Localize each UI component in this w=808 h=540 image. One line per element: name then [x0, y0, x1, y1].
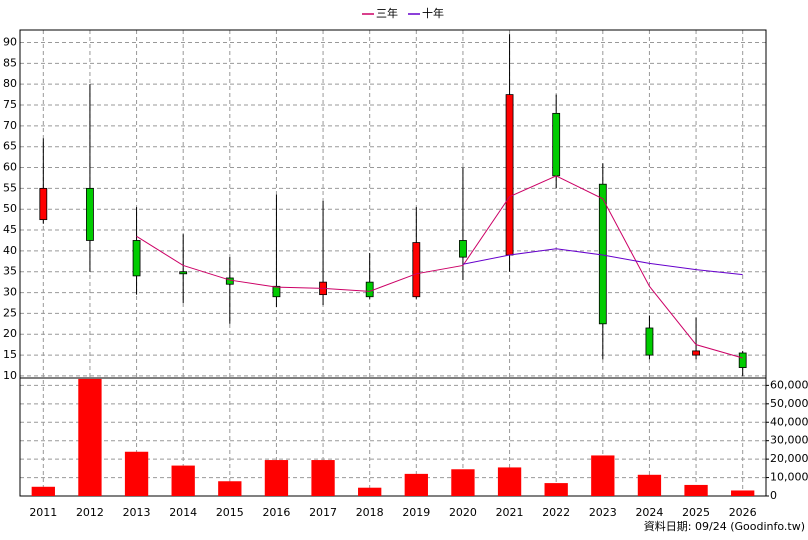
candle-body	[225, 277, 234, 285]
y2-tick-label: 0	[770, 489, 777, 502]
y-tick-label: 90	[3, 36, 17, 49]
x-tick-label: 2012	[76, 506, 104, 519]
y-tick-label: 50	[3, 202, 17, 215]
y2-tick-label: 20,000	[770, 452, 808, 465]
x-tick-label: 2015	[216, 506, 244, 519]
x-tick-label: 2023	[589, 506, 617, 519]
y-tick-label: 65	[3, 140, 17, 153]
volume-bar	[264, 460, 289, 496]
y-tick-label: 60	[3, 161, 17, 174]
volume-bar	[451, 469, 475, 496]
x-tick-label: 2025	[682, 506, 710, 519]
y-tick-label: 75	[3, 98, 17, 111]
y-tick-label: 35	[3, 265, 17, 278]
x-tick-label: 2019	[402, 506, 430, 519]
volume-bar	[497, 467, 522, 496]
volume-bar	[591, 455, 615, 496]
legend-label: 十年	[422, 6, 444, 20]
volume-bar	[731, 490, 755, 496]
x-tick-label: 2018	[356, 506, 384, 519]
volume-bar	[404, 473, 428, 496]
x-tick-label: 2013	[123, 506, 151, 519]
volume-bar	[358, 487, 382, 496]
y-tick-label: 40	[3, 244, 17, 257]
y2-tick-label: 30,000	[770, 434, 808, 447]
ma-line	[136, 175, 743, 359]
candle-body	[459, 240, 467, 258]
y2-tick-label: 10,000	[770, 471, 808, 484]
ma-line	[462, 248, 743, 276]
candle-body	[86, 187, 94, 241]
candle-body	[272, 285, 281, 298]
y-tick-label: 15	[3, 348, 17, 361]
candle-body	[365, 281, 374, 298]
y-tick-label: 70	[3, 119, 17, 132]
volume-bar	[311, 460, 335, 496]
candle-body	[692, 350, 700, 356]
volume-frame	[19, 377, 767, 497]
x-tick-label: 2026	[729, 506, 757, 519]
candle-body	[552, 112, 561, 177]
candle-body	[598, 183, 607, 325]
y-tick-label: 85	[3, 56, 17, 69]
y-tick-label: 10	[3, 369, 17, 382]
x-tick-label: 2017	[309, 506, 337, 519]
x-tick-label: 2021	[496, 506, 524, 519]
x-tick-label: 2011	[29, 506, 57, 519]
y-tick-label: 20	[3, 327, 17, 340]
x-tick-label: 2022	[542, 506, 570, 519]
y-tick-label: 25	[3, 306, 17, 319]
candle-body	[179, 271, 188, 275]
candle-body	[505, 94, 514, 256]
footer: 資料日期: 09/24 (Goodinfo.tw)	[644, 519, 805, 533]
volume-bar	[171, 465, 195, 496]
y-tick-label: 55	[3, 181, 17, 194]
price-frame	[19, 29, 767, 379]
x-tick-label: 2014	[169, 506, 197, 519]
volume-bar	[31, 486, 55, 496]
candle-body	[132, 240, 141, 277]
volume-bar	[684, 484, 708, 496]
y-tick-label: 45	[3, 223, 17, 236]
volume-bar	[218, 481, 242, 496]
volume-bar	[124, 451, 149, 496]
candle-body	[412, 242, 421, 298]
y2-tick-label: 60,000	[770, 378, 808, 391]
y-tick-label: 30	[3, 286, 17, 299]
candle-body	[39, 187, 48, 221]
y2-tick-label: 40,000	[770, 415, 808, 428]
x-tick-label: 2016	[262, 506, 290, 519]
legend-label: 三年	[376, 6, 398, 20]
candle-body	[645, 327, 654, 356]
volume-bar	[78, 378, 102, 496]
x-tick-label: 2020	[449, 506, 477, 519]
y-tick-label: 80	[3, 77, 17, 90]
x-tick-label: 2024	[635, 506, 663, 519]
volume-bar	[544, 483, 568, 496]
y2-tick-label: 50,000	[770, 397, 808, 410]
candle-body	[738, 352, 747, 368]
volume-bar	[637, 474, 662, 496]
